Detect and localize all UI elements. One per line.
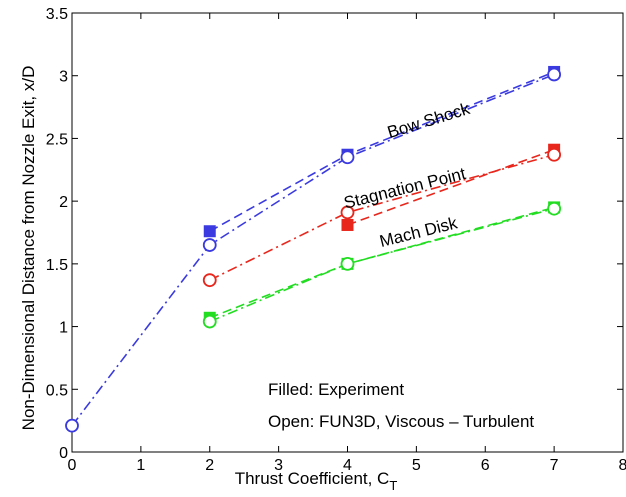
x-axis-label: Thrust Coefficient, CT bbox=[235, 469, 398, 493]
x-tick-label: 1 bbox=[136, 457, 145, 474]
y-tick-label: 0 bbox=[59, 445, 68, 462]
y-tick-label: 1 bbox=[59, 320, 68, 337]
y-tick-label: 1.5 bbox=[46, 257, 68, 274]
series-stag_cfd bbox=[202, 147, 562, 288]
series-mach_exp bbox=[203, 201, 561, 324]
marker-square-bow_exp bbox=[203, 225, 216, 238]
x-tick-label: 6 bbox=[481, 457, 490, 474]
marker-circle-bow_cfd bbox=[65, 418, 79, 433]
series-line-stag_cfd bbox=[209, 153, 555, 281]
annotation-stag: Stagnation Point bbox=[342, 164, 468, 213]
series-line-mach_cfd bbox=[209, 207, 555, 323]
series-line-mach_exp bbox=[209, 206, 555, 319]
series-layer bbox=[65, 65, 562, 433]
marker-circle-stag_cfd bbox=[202, 273, 217, 288]
x-tick-label: 5 bbox=[412, 457, 421, 474]
x-axis-label-main: Thrust Coefficient, C bbox=[235, 469, 390, 488]
y-tick-label: 2 bbox=[59, 194, 68, 211]
series-bow_exp bbox=[203, 65, 561, 238]
marker-circle-mach_cfd bbox=[202, 314, 217, 329]
y-tick-label: 3 bbox=[59, 69, 68, 86]
marker-circle-mach_cfd bbox=[340, 256, 355, 271]
series-line-bow_cfd bbox=[71, 73, 555, 427]
series-line-bow_exp bbox=[209, 71, 555, 232]
y-tick-label: 0.5 bbox=[46, 382, 68, 399]
marker-circle-bow_cfd bbox=[340, 150, 355, 165]
x-tick-label: 4 bbox=[343, 457, 352, 474]
x-tick-label: 0 bbox=[68, 457, 77, 474]
y-tick-label: 2.5 bbox=[46, 131, 68, 148]
marker-circle-stag_cfd bbox=[547, 147, 562, 162]
x-tick-label: 7 bbox=[550, 457, 559, 474]
annotation-bow: Bow Shock bbox=[385, 99, 472, 142]
x-tick-label: 2 bbox=[205, 457, 214, 474]
series-line-stag_exp bbox=[347, 148, 555, 226]
y-tick-label: 3.5 bbox=[46, 6, 68, 23]
marker-circle-bow_cfd bbox=[547, 67, 562, 82]
marker-circle-mach_cfd bbox=[547, 201, 562, 216]
x-tick-label: 3 bbox=[274, 457, 283, 474]
y-axis: 0 0.5 1 1.5 2 2.5 3 3.5 bbox=[46, 6, 623, 462]
series-bow_cfd bbox=[65, 67, 562, 433]
series-mach_cfd bbox=[202, 201, 562, 329]
x-axis: 0 1 2 3 4 5 6 7 8 bbox=[68, 13, 626, 474]
marker-circle-bow_cfd bbox=[202, 238, 217, 252]
x-axis-label-subscript: T bbox=[389, 478, 397, 493]
marker-circle-stag_cfd bbox=[340, 205, 355, 220]
x-tick-label: 8 bbox=[619, 457, 626, 474]
note-open-fun3d: Open: FUN3D, Viscous – Turbulent bbox=[268, 412, 534, 431]
marker-square-stag_exp bbox=[341, 218, 354, 231]
y-axis-label: Non-Dimensional Distance from Nozzle Exi… bbox=[19, 66, 38, 431]
note-filled-experiment: Filled: Experiment bbox=[268, 380, 404, 399]
